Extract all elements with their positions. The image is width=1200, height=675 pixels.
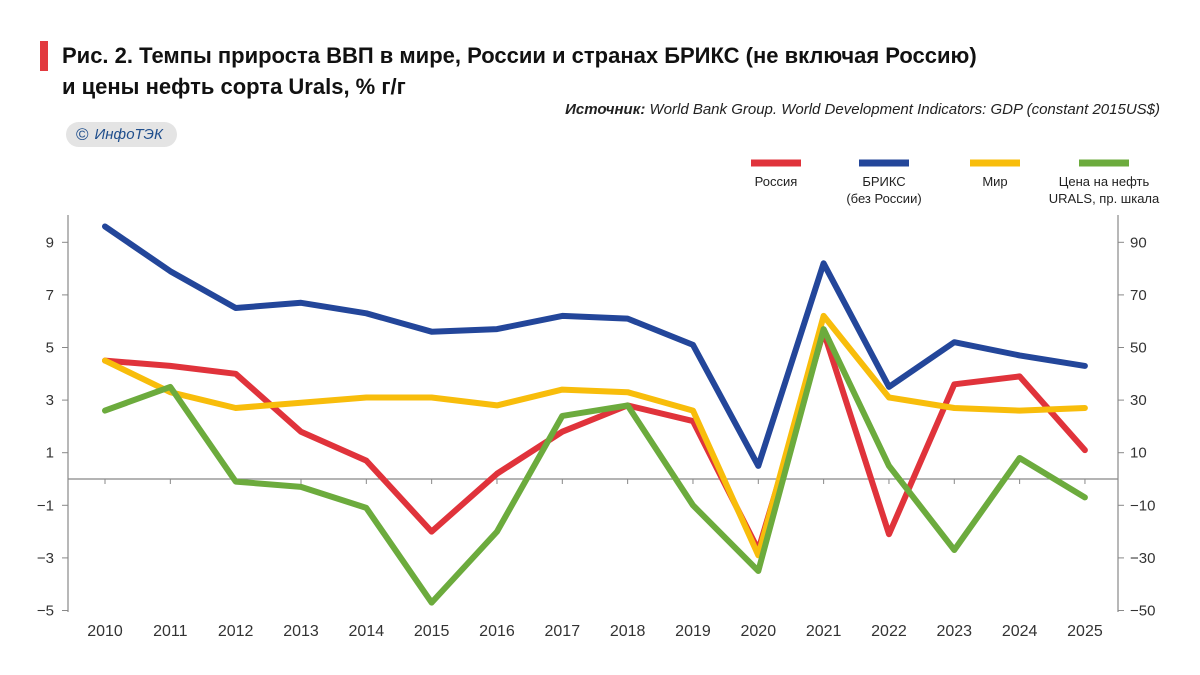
series-line-world xyxy=(102,312,1088,559)
chart-title: Рис. 2. Темпы прироста ВВП в мире, Росси… xyxy=(62,40,1062,102)
left-tick-label: −1 xyxy=(37,497,54,514)
right-tick-label: 50 xyxy=(1130,340,1147,357)
source-label: Источник: xyxy=(565,101,646,118)
chart-title-line-2: и цены нефть сорта Urals, % г/г xyxy=(62,74,406,99)
legend-label-brics: (без России) xyxy=(846,191,921,206)
logo-text: ИнфоТЭК xyxy=(94,126,163,143)
copyright-icon: © xyxy=(76,124,89,144)
x-tick-label: 2023 xyxy=(936,623,972,640)
left-tick-label: −5 xyxy=(37,603,54,620)
x-tick-label: 2016 xyxy=(479,623,515,640)
infotek-logo: © ИнфоТЭК xyxy=(66,122,177,147)
series-line-brics xyxy=(102,223,1088,469)
right-tick-label: 10 xyxy=(1130,445,1147,462)
right-tick-label: −30 xyxy=(1130,550,1155,567)
left-tick-label: 5 xyxy=(46,340,54,357)
series-line-russia xyxy=(102,328,1088,553)
x-tick-label: 2024 xyxy=(1002,623,1038,640)
legend-label-urals: URALS, пр. шкала xyxy=(1049,191,1160,206)
x-tick-label: 2015 xyxy=(414,623,450,640)
chart-title-line-1: Рис. 2. Темпы прироста ВВП в мире, Росси… xyxy=(62,43,977,68)
x-tick-label: 2013 xyxy=(283,623,319,640)
title-accent-bar xyxy=(40,41,48,71)
left-tick-label: 1 xyxy=(46,445,54,462)
x-tick-label: 2022 xyxy=(871,623,907,640)
right-tick-label: 70 xyxy=(1130,287,1147,304)
right-tick-label: −50 xyxy=(1130,603,1155,620)
x-tick-label: 2011 xyxy=(153,623,188,640)
right-tick-label: 90 xyxy=(1130,234,1147,251)
x-tick-label: 2025 xyxy=(1067,623,1103,640)
right-tick-label: −10 xyxy=(1130,497,1155,514)
legend-label-world: Мир xyxy=(982,174,1007,189)
right-tick-label: 30 xyxy=(1130,392,1147,409)
source-note: Источник: World Bank Group. World Develo… xyxy=(565,101,1160,118)
left-tick-label: 7 xyxy=(46,287,54,304)
x-tick-label: 2014 xyxy=(349,623,385,640)
x-tick-label: 2018 xyxy=(610,623,646,640)
legend-label-urals: Цена на нефть xyxy=(1059,174,1150,189)
x-tick-label: 2010 xyxy=(87,623,123,640)
legend-label-russia: Россия xyxy=(755,174,798,189)
x-tick-label: 2021 xyxy=(806,623,842,640)
left-tick-label: −3 xyxy=(37,550,54,567)
x-tick-label: 2012 xyxy=(218,623,254,640)
x-tick-label: 2017 xyxy=(545,623,581,640)
left-tick-label: 9 xyxy=(46,234,54,251)
source-text: World Bank Group. World Development Indi… xyxy=(645,101,1160,118)
series-line-urals xyxy=(102,326,1088,606)
left-tick-label: 3 xyxy=(46,392,54,409)
legend-label-brics: БРИКС xyxy=(862,174,905,189)
x-tick-label: 2020 xyxy=(741,623,777,640)
x-tick-label: 2019 xyxy=(675,623,711,640)
